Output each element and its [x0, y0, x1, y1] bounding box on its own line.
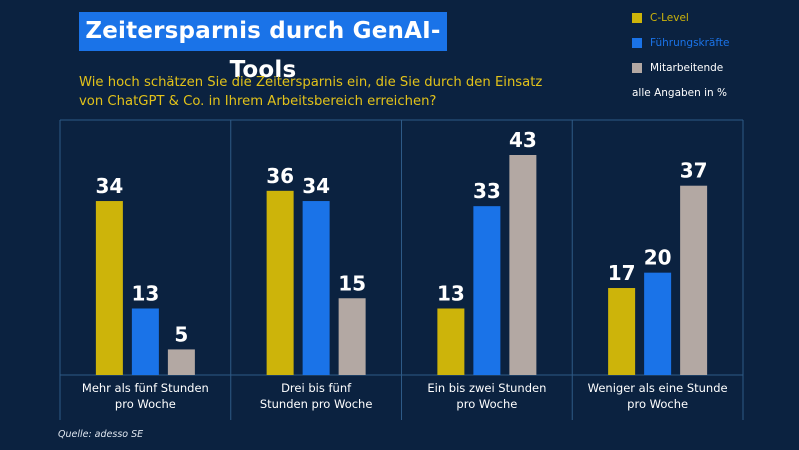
bar-mitarbeitende-2 — [338, 298, 366, 375]
bar-mitarbeitende-4 — [680, 185, 708, 375]
data-label-c-level-2: 36 — [266, 164, 294, 188]
bar-fuehrungskraefte-2 — [302, 201, 330, 375]
bar-c-level-3 — [437, 308, 465, 375]
legend-swatch-c-level — [632, 13, 642, 23]
bar-fuehrungskraefte-3 — [473, 206, 501, 375]
category-label-1: pro Woche — [115, 397, 176, 411]
unit-note: alle Angaben in % — [632, 87, 728, 99]
category-label-3: Ein bis zwei Stunden — [427, 381, 546, 395]
legend-label-mitarbeitende: Mitarbeitende — [650, 62, 724, 74]
data-label-mitarbeitende-4: 37 — [680, 159, 708, 183]
bar-fuehrungskraefte-4 — [644, 272, 672, 375]
bar-c-level-4 — [608, 288, 636, 375]
data-label-fuehrungskraefte-2: 34 — [302, 174, 330, 198]
data-label-fuehrungskraefte-4: 20 — [644, 246, 672, 270]
category-label-1: Mehr als fünf Stunden — [82, 381, 209, 395]
legend-label-c-level: C-Level — [650, 12, 689, 24]
bar-c-level-1 — [95, 201, 123, 375]
bar-fuehrungskraefte-1 — [131, 308, 159, 375]
category-label-2: Drei bis fünf — [281, 381, 352, 395]
data-label-c-level-3: 13 — [437, 281, 465, 305]
legend-swatch-mitarbeitende — [632, 63, 642, 73]
category-label-4: Weniger als eine Stunde — [588, 381, 728, 395]
data-label-fuehrungskraefte-1: 13 — [131, 281, 159, 305]
chart-title: Zeitersparnis durch GenAI-Tools — [79, 12, 447, 83]
legend-label-fuehrungskraefte: Führungskräfte — [650, 37, 730, 49]
chart-question: Wie hoch schätzen Sie die Zeitersparnis … — [79, 75, 543, 109]
bar-mitarbeitende-3 — [509, 155, 537, 375]
data-label-c-level-1: 34 — [95, 174, 123, 198]
bar-c-level-2 — [266, 190, 294, 375]
data-label-mitarbeitende-1: 5 — [174, 322, 188, 346]
data-label-mitarbeitende-2: 15 — [338, 271, 366, 295]
category-label-4: pro Woche — [627, 397, 688, 411]
bar-mitarbeitende-1 — [167, 349, 195, 375]
data-label-c-level-4: 17 — [608, 261, 636, 285]
source-note: Quelle: adesso SE — [58, 429, 144, 440]
legend-swatch-fuehrungskraefte — [632, 38, 642, 48]
category-label-3: pro Woche — [456, 397, 517, 411]
category-label-2: Stunden pro Woche — [260, 397, 373, 411]
data-label-fuehrungskraefte-3: 33 — [473, 179, 501, 203]
data-label-mitarbeitende-3: 43 — [509, 128, 537, 152]
